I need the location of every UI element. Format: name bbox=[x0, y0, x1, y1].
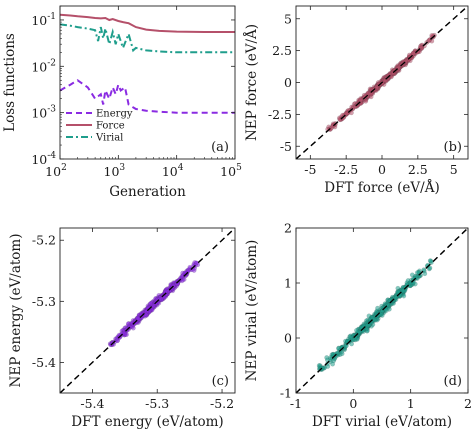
y-tick-label: 2 bbox=[284, 221, 292, 236]
y-tick-label: -5 bbox=[280, 139, 292, 154]
panel-d: -1 0 1 2 -1 0 1 2 DFT virial (eV/atom) NEP virial… bbox=[244, 221, 472, 431]
x-tick-label: 104 bbox=[162, 163, 184, 179]
scatter-point bbox=[344, 343, 349, 349]
y-axis-label: NEP force (eV/Å) bbox=[244, 24, 260, 141]
scatter-series bbox=[325, 32, 437, 132]
x-tick-label: 102 bbox=[45, 163, 67, 179]
scatter-point bbox=[401, 293, 407, 299]
scatter-point bbox=[343, 111, 349, 116]
scatter-point bbox=[358, 97, 363, 103]
series-line-virial bbox=[60, 23, 235, 54]
x-tick-label: 5 bbox=[450, 162, 458, 177]
y-tick-label: -2.5 bbox=[268, 107, 292, 122]
scatter-point bbox=[148, 301, 154, 307]
diagonal-line-overlay bbox=[60, 228, 235, 393]
scatter-point bbox=[415, 270, 420, 275]
panel-label: (b) bbox=[444, 140, 462, 155]
scatter-point bbox=[337, 116, 343, 122]
axes-frame bbox=[295, 227, 469, 394]
x-axis-label: Generation bbox=[109, 184, 186, 200]
panel-label: (a) bbox=[211, 140, 229, 155]
y-tick-label: 0 bbox=[284, 331, 292, 346]
x-tick-label: -5.3 bbox=[145, 396, 169, 411]
y-tick-label: 2.5 bbox=[272, 43, 292, 58]
y-tick-label: 10-3 bbox=[31, 105, 56, 121]
scatter-point bbox=[418, 44, 423, 49]
scatter-series bbox=[316, 258, 434, 372]
x-tick-label: 105 bbox=[220, 163, 242, 179]
x-axis-label: DFT force (eV/Å) bbox=[324, 180, 439, 196]
legend-label-force: Force bbox=[96, 121, 125, 132]
x-tick-label: 1 bbox=[407, 396, 415, 411]
scatter-point bbox=[190, 267, 195, 272]
scatter-point bbox=[427, 265, 433, 271]
plot-area-b bbox=[296, 6, 468, 159]
y-tick-label: 1 bbox=[284, 276, 292, 291]
x-tick-label: -1 bbox=[290, 396, 302, 411]
series-line-force bbox=[60, 13, 235, 33]
panel-label: (d) bbox=[444, 374, 462, 389]
x-tick-label: -5.4 bbox=[80, 396, 104, 411]
x-tick-label: 0 bbox=[349, 396, 357, 411]
y-tick-label: -5.3 bbox=[32, 294, 56, 309]
scatter-point bbox=[325, 364, 331, 369]
legend-label-energy: Energy bbox=[96, 109, 133, 120]
x-tick-label: -5 bbox=[304, 162, 316, 177]
x-tick-label: 103 bbox=[104, 163, 126, 179]
scatter-point bbox=[349, 110, 354, 116]
plot-area-c bbox=[60, 228, 235, 393]
y-tick-label: -5.2 bbox=[32, 233, 56, 248]
legend-label-virial: Virial bbox=[95, 133, 123, 144]
y-tick-label: 10-2 bbox=[31, 58, 56, 74]
scatter-point bbox=[410, 50, 416, 56]
scatter-point bbox=[378, 312, 384, 317]
scatter-point bbox=[365, 322, 371, 328]
x-axis-label: DFT virial (eV/atom) bbox=[312, 414, 452, 430]
x-tick-label: 2 bbox=[464, 396, 472, 411]
x-axis-label: DFT energy (eV/atom) bbox=[71, 414, 223, 430]
scatter-point bbox=[135, 315, 141, 321]
scatter-point bbox=[354, 328, 359, 333]
scatter-point bbox=[159, 296, 164, 302]
x-tick-label: 0 bbox=[378, 162, 386, 177]
plot-area-a bbox=[60, 13, 235, 114]
y-tick-label: 0 bbox=[284, 75, 292, 90]
scatter-point bbox=[383, 78, 389, 83]
y-tick-label: 10-4 bbox=[31, 151, 56, 167]
panel-b: -5 -2.5 0 2.5 5 -5 -2.5 0 2.5 5 DFT force (eV/Å) NE… bbox=[244, 5, 469, 196]
y-tick-label: -1 bbox=[280, 386, 292, 401]
scatter-point bbox=[427, 258, 433, 264]
series-line-energy bbox=[60, 79, 235, 114]
x-tick-label: -2.5 bbox=[334, 162, 358, 177]
panel-c: -5.4 -5.3 -5.2 -5.4 -5.3 -5.2 DFT energy (eV/a… bbox=[8, 227, 236, 430]
scatter-point bbox=[143, 312, 149, 317]
y-axis-label: NEP virial (eV/atom) bbox=[244, 240, 260, 382]
y-axis-label: NEP energy (eV/atom) bbox=[8, 234, 24, 388]
y-axis-label: Loss functions bbox=[2, 33, 18, 132]
panel-label: (c) bbox=[212, 374, 229, 389]
diagonal-line-overlay bbox=[296, 6, 468, 159]
scatter-point bbox=[330, 361, 335, 367]
y-tick-label: 10-1 bbox=[31, 12, 56, 28]
y-tick-label: 5 bbox=[284, 11, 292, 26]
axes-frame bbox=[59, 227, 236, 394]
axes-frame bbox=[59, 5, 236, 160]
y-tick-label: -5.4 bbox=[32, 355, 56, 370]
x-tick-label: -5.2 bbox=[210, 396, 234, 411]
x-tick-label: 2.5 bbox=[408, 162, 428, 177]
scatter-point bbox=[375, 305, 380, 311]
plot-area-d bbox=[296, 228, 468, 393]
